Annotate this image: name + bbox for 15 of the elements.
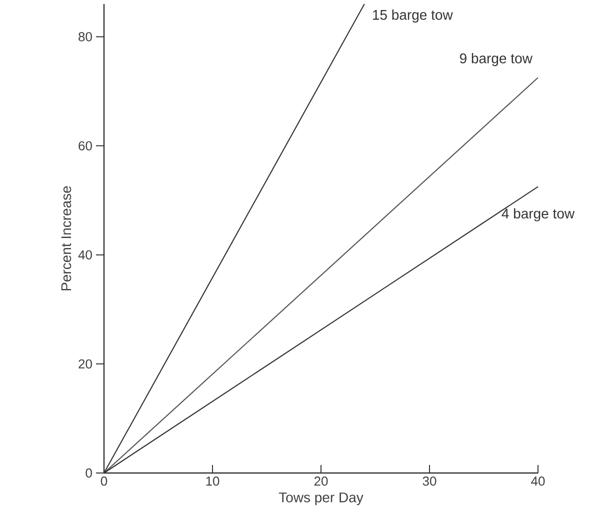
series-label: 4 barge tow — [502, 208, 575, 222]
x-tick-label: 30 — [422, 476, 436, 486]
series-label: 15 barge tow — [373, 10, 453, 23]
x-tick-label: 0 — [100, 476, 108, 486]
y-tick-label: 0 — [86, 468, 92, 478]
x-axis-title: Tows per Day — [278, 492, 364, 506]
y-axis-title: Percent Increase — [61, 186, 72, 290]
y-tick-label: 60 — [78, 141, 92, 150]
y-tick-label: 20 — [78, 359, 92, 369]
y-tick-label: 80 — [78, 32, 92, 42]
x-tick-label: 20 — [314, 476, 328, 486]
x-tick-label: 10 — [206, 476, 220, 486]
y-tick-label: 40 — [78, 250, 92, 260]
x-tick-label: 40 — [531, 476, 545, 486]
series-label: 9 barge tow — [460, 53, 532, 66]
